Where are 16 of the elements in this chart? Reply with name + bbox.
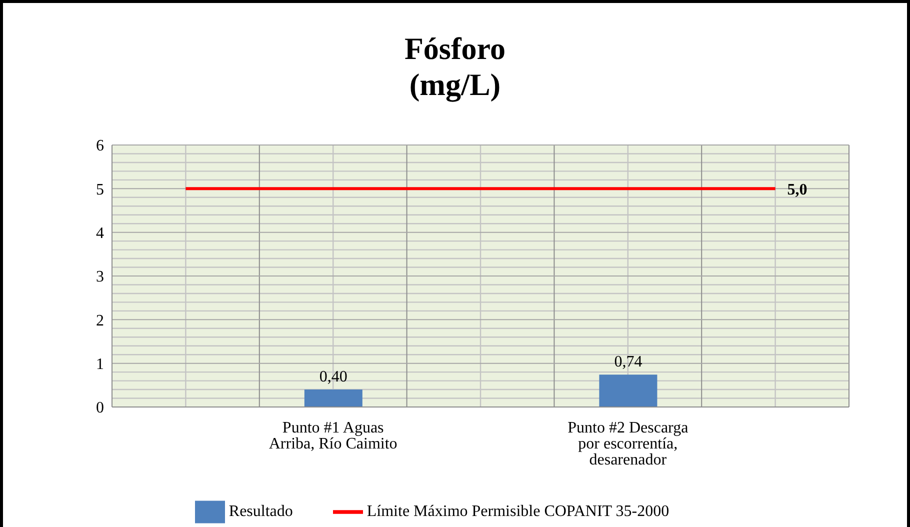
y-tick-label: 6	[96, 138, 104, 155]
y-tick-label: 0	[96, 400, 104, 417]
legend-label: Resultado	[228, 502, 293, 520]
x-tick-label: Punto #1 Aguas Arriba, Río Caimito	[268, 419, 398, 452]
data-label: 0,74	[614, 354, 642, 371]
legend-label: Límite Máximo Permisible COPANIT 35-2000	[366, 502, 670, 520]
y-tick-label: 4	[96, 225, 104, 242]
chart-title: Fósforo	[403, 31, 507, 67]
y-tick-label: 5	[96, 181, 104, 198]
chart-subtitle: (mg/L)	[408, 67, 502, 103]
data-label: 0,40	[319, 368, 348, 386]
y-tick-label: 3	[96, 268, 104, 286]
data-label: 5,0	[787, 181, 808, 198]
x-tick-label: Punto #2 Descarga por escorrentía, desarenador	[568, 419, 688, 468]
y-tick-label: 1	[96, 356, 104, 374]
y-tick-label: 2	[96, 312, 104, 330]
